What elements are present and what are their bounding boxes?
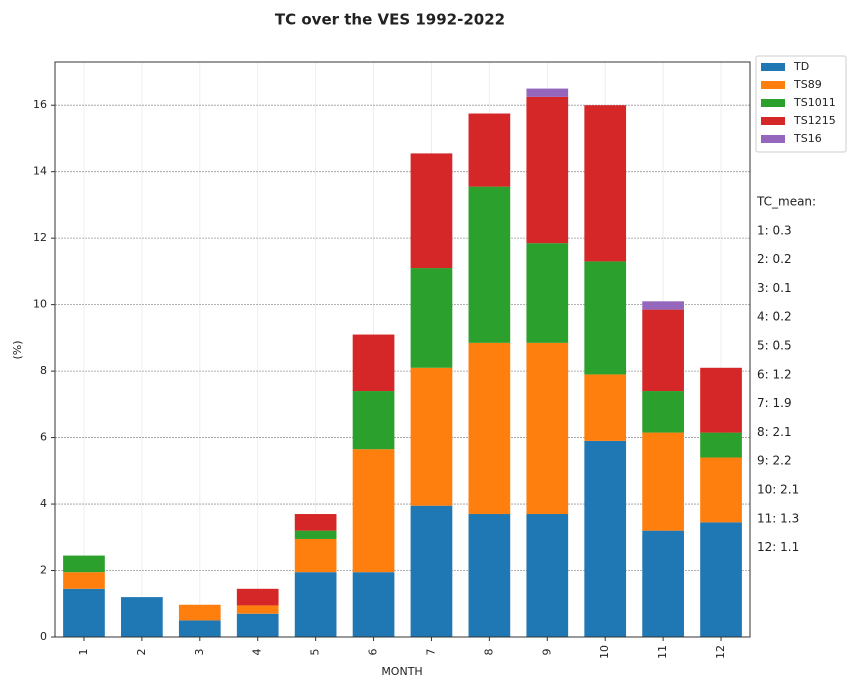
annotation: 4: 0.2 bbox=[757, 310, 792, 324]
bar-segment bbox=[584, 261, 627, 375]
bar-segment bbox=[410, 268, 453, 368]
legend-label: TS16 bbox=[793, 132, 822, 145]
bar-segment bbox=[700, 367, 742, 433]
x-tick-label: 6 bbox=[367, 649, 380, 656]
bar-segment bbox=[352, 391, 395, 450]
bar-segment bbox=[526, 342, 569, 515]
bar-segment bbox=[584, 374, 627, 441]
y-tick-label: 6 bbox=[40, 431, 47, 444]
bar-segment bbox=[352, 572, 395, 637]
legend-swatch bbox=[761, 135, 785, 143]
bar-segment bbox=[700, 432, 742, 458]
x-tick-label: 11 bbox=[656, 645, 669, 659]
bar-segment bbox=[584, 105, 627, 262]
annotation: 3: 0.1 bbox=[757, 281, 792, 295]
y-tick-label: 10 bbox=[33, 298, 47, 311]
bar-segment bbox=[642, 391, 684, 433]
x-axis-label: MONTH bbox=[381, 665, 422, 678]
annotation: 10: 2.1 bbox=[757, 483, 799, 497]
x-tick-label: 9 bbox=[540, 649, 553, 656]
bar-segment bbox=[410, 505, 453, 637]
bar-segment bbox=[526, 243, 569, 343]
bar-segment bbox=[236, 588, 279, 606]
bar-segment bbox=[121, 597, 163, 637]
bar-segment bbox=[642, 432, 684, 531]
y-tick-label: 14 bbox=[33, 165, 47, 178]
bar-segment bbox=[468, 113, 511, 187]
bar-segment bbox=[410, 153, 453, 269]
bar-segment bbox=[526, 96, 569, 244]
plot-frame bbox=[54, 61, 751, 638]
bar-segment bbox=[526, 514, 569, 637]
legend-box bbox=[755, 55, 847, 153]
y-tick-label: 12 bbox=[33, 231, 47, 244]
legend-swatch bbox=[761, 99, 785, 107]
x-tick-label: 8 bbox=[482, 649, 495, 656]
x-tick-label: 4 bbox=[251, 649, 264, 656]
bar-segment bbox=[294, 514, 337, 531]
bar-segment bbox=[236, 613, 279, 637]
legend-swatch bbox=[761, 117, 785, 125]
bar-segment bbox=[294, 538, 337, 573]
x-tick-label: 1 bbox=[77, 649, 90, 656]
x-tick-label: 7 bbox=[424, 649, 437, 656]
annotation: 6: 1.2 bbox=[757, 367, 792, 381]
legend-label: TS1011 bbox=[793, 96, 836, 109]
annotation: 1: 0.3 bbox=[757, 223, 792, 237]
y-tick-label: 4 bbox=[40, 497, 47, 510]
bar-segment bbox=[642, 530, 684, 637]
bar-segment bbox=[294, 530, 337, 539]
legend-label: TD bbox=[793, 60, 809, 73]
y-tick-label: 8 bbox=[40, 364, 47, 377]
chart-title: TC over the VES 1992-2022 bbox=[275, 11, 505, 29]
bar-segment bbox=[63, 588, 105, 637]
x-tick-label: 5 bbox=[309, 649, 322, 656]
bar-segment bbox=[468, 186, 511, 343]
annotation: 11: 1.3 bbox=[757, 511, 799, 525]
bar-segment bbox=[410, 367, 453, 506]
bar-segment bbox=[178, 620, 221, 637]
legend-swatch bbox=[761, 81, 785, 89]
legend-label: TS89 bbox=[793, 78, 822, 91]
y-tick-label: 16 bbox=[33, 98, 47, 111]
annotation: 5: 0.5 bbox=[757, 339, 792, 353]
bar-segment bbox=[584, 440, 627, 637]
bar-segment bbox=[352, 449, 395, 573]
bar-segment bbox=[236, 605, 279, 614]
legend-label: TS1215 bbox=[793, 114, 836, 127]
bar-segment bbox=[63, 555, 105, 573]
y-axis-label: (%) bbox=[11, 340, 24, 359]
annotation: 8: 2.1 bbox=[757, 425, 792, 439]
x-tick-label: 10 bbox=[598, 645, 611, 659]
bar-segment bbox=[700, 457, 742, 523]
bar-segment bbox=[526, 88, 569, 97]
bar-segment bbox=[642, 309, 684, 392]
bar-segment bbox=[178, 604, 221, 621]
bar-segment bbox=[700, 522, 742, 637]
y-tick-label: 2 bbox=[40, 564, 47, 577]
bar-segment bbox=[352, 334, 395, 392]
y-tick-label: 0 bbox=[40, 630, 47, 643]
annotation: 9: 2.2 bbox=[757, 454, 792, 468]
legend-swatch bbox=[761, 63, 785, 71]
x-tick-label: 3 bbox=[193, 649, 206, 656]
x-tick-label: 2 bbox=[135, 649, 148, 656]
annotation: 7: 1.9 bbox=[757, 396, 792, 410]
x-tick-label: 12 bbox=[714, 645, 727, 659]
bar-segment bbox=[468, 514, 511, 637]
bar-segment bbox=[63, 572, 105, 589]
annotation: 2: 0.2 bbox=[757, 252, 792, 266]
bar-segment bbox=[642, 301, 684, 310]
annotation: 12: 1.1 bbox=[757, 540, 799, 554]
annotation: TC_mean: bbox=[756, 195, 816, 209]
bar-segment bbox=[294, 572, 337, 637]
bar-segment bbox=[468, 342, 511, 515]
